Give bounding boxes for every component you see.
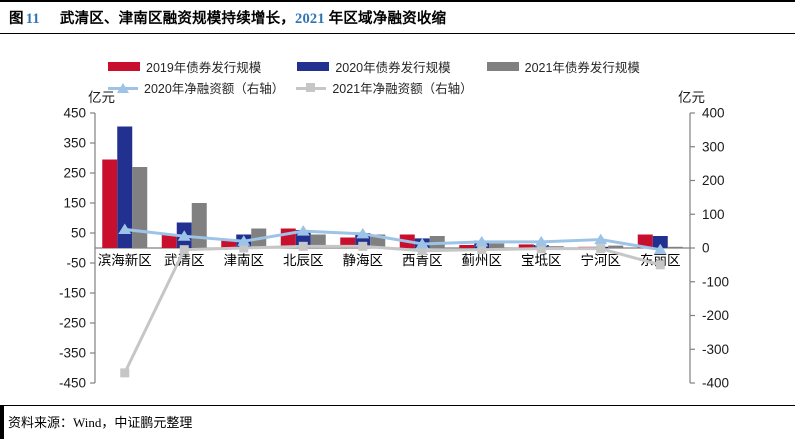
- title-text-1: 武清区、津南区融资规模持续增长，: [59, 11, 296, 27]
- legend-label: 2019年债券发行规模: [146, 61, 262, 75]
- title-year: 2021: [295, 11, 325, 27]
- left-tick-label: 350: [63, 136, 86, 151]
- triangle-marker-icon: [296, 225, 310, 236]
- triangle-marker-icon: [237, 235, 251, 246]
- right-tick-label: 300: [702, 139, 725, 154]
- top-border: [0, 0, 795, 2]
- bar-series2-宁河区: [608, 245, 624, 248]
- category-label: 静海区: [343, 253, 384, 268]
- legend-label: 2020年债券发行规模: [335, 61, 451, 75]
- category-label: 宁河区: [581, 252, 622, 268]
- left-axis-unit: 亿元: [88, 90, 115, 105]
- bar-series2-滨海新区: [132, 167, 148, 248]
- category-label: 西青区: [402, 253, 443, 268]
- bar-series0-宝坻区: [518, 244, 534, 248]
- legend-label: 2021年债券发行规模: [524, 61, 640, 75]
- bar-series2-宝坻区: [548, 246, 564, 248]
- square-marker-icon: [358, 241, 368, 251]
- square-marker-icon: [477, 245, 487, 255]
- square-marker-icon: [655, 260, 665, 270]
- bar-series0-滨海新区: [102, 159, 118, 248]
- left-tick-label: -250: [59, 316, 86, 331]
- bar-series2-北辰区: [310, 234, 326, 248]
- right-tick-label: 100: [702, 207, 725, 222]
- square-marker-icon: [179, 245, 189, 255]
- figure-label: 图: [9, 11, 24, 27]
- bar-series0-静海区: [340, 237, 356, 248]
- title-divider: [0, 33, 795, 34]
- right-tick-label: 400: [702, 106, 725, 121]
- figure-title: 图 11 武清区、津南区融资规模持续增长，2021 年区域净融资收缩: [9, 7, 446, 28]
- bar-series1-滨海新区: [117, 126, 133, 248]
- legend-item-line-0: 2020年净融资额（右轴）: [108, 78, 284, 97]
- category-label: 宝坻区: [521, 253, 562, 268]
- legend-label: 2021年净融资额（右轴）: [332, 82, 473, 96]
- left-tick-label: -50: [66, 256, 86, 271]
- square-marker-icon: [298, 241, 308, 251]
- right-tick-label: -400: [702, 376, 729, 391]
- bar-series2-武清区: [191, 203, 207, 248]
- net-financing-line-triangle: [124, 227, 661, 252]
- square-marker-icon: [239, 243, 249, 253]
- category-label: 滨海新区: [98, 253, 152, 268]
- legend-bar-series: 2019年债券发行规模 2020年债券发行规模 2021年债券发行规模: [108, 57, 640, 76]
- triangle-marker-icon: [177, 230, 191, 241]
- chart-plot: 450 350 250 150 50 -50 -150 -250 -350 -450 400 300 2…: [59, 90, 729, 391]
- category-label: 津南区: [224, 253, 265, 268]
- legend-item-bar-2: 2021年债券发行规模: [486, 57, 640, 76]
- figure-number: 11: [25, 11, 40, 27]
- triangle-marker-icon: [475, 235, 489, 247]
- bar-series2-蓟州区: [489, 243, 505, 248]
- category-label: 北辰区: [283, 253, 324, 268]
- right-tick-label: -100: [702, 274, 729, 289]
- square-marker-icon: [596, 244, 606, 254]
- legend-item-bar-0: 2019年债券发行规模: [108, 57, 261, 76]
- triangle-marker-icon: [534, 235, 548, 247]
- left-tick-label: 250: [63, 166, 86, 181]
- left-tick-label: 450: [63, 106, 86, 121]
- right-axis-unit: 亿元: [678, 90, 705, 105]
- right-tick-label: -300: [702, 342, 729, 357]
- triangle-marker-icon: [356, 227, 370, 239]
- bar-series0-武清区: [161, 234, 177, 248]
- bar-series0-津南区: [221, 239, 237, 248]
- square-marker-icon: [417, 246, 427, 256]
- bar-series2-东丽区: [667, 246, 683, 248]
- legend-square-marker-icon: [296, 82, 327, 93]
- source-divider: [0, 405, 795, 406]
- left-tick-label: 50: [71, 226, 86, 241]
- legend-triangle-marker-icon: [108, 82, 138, 93]
- legend-line-series: 2020年净融资额（右轴） 2021年净融资额（右轴）: [108, 78, 473, 97]
- square-marker-icon: [120, 368, 130, 378]
- net-financing-line-square: [123, 244, 661, 374]
- left-tick-label: -150: [59, 286, 86, 301]
- right-tick-label: 200: [702, 173, 725, 188]
- legend-item-bar-1: 2020年债券发行规模: [297, 57, 451, 76]
- category-label: 武清区: [164, 253, 205, 268]
- legend-swatch-icon: [486, 62, 519, 71]
- left-tick-label: -450: [59, 376, 86, 391]
- right-tick-label: -200: [702, 308, 729, 323]
- legend-swatch-icon: [108, 62, 140, 71]
- left-tick-label: 150: [63, 196, 86, 211]
- title-text-2: 年区域净融资收缩: [324, 11, 447, 27]
- legend-item-line-1: 2021年净融资额（右轴）: [296, 78, 473, 97]
- square-marker-icon: [536, 244, 546, 254]
- triangle-marker-icon: [415, 237, 429, 249]
- category-label: 蓟州区: [462, 253, 503, 268]
- legend-label: 2020年净融资额（右轴）: [144, 82, 285, 96]
- bar-series1-东丽区: [652, 236, 668, 248]
- triangle-marker-icon: [118, 223, 132, 234]
- left-tick-label: -350: [59, 346, 86, 361]
- triangle-marker-icon: [653, 243, 667, 255]
- triangle-marker-icon: [594, 233, 608, 245]
- source-note: 资料来源：Wind，中证鹏元整理: [8, 415, 193, 430]
- legend-swatch-icon: [297, 62, 330, 71]
- left-border-mark: [0, 405, 4, 439]
- bar-series0-蓟州区: [459, 245, 475, 248]
- right-tick-label: 0: [702, 241, 710, 256]
- bar-series0-东丽区: [637, 234, 653, 248]
